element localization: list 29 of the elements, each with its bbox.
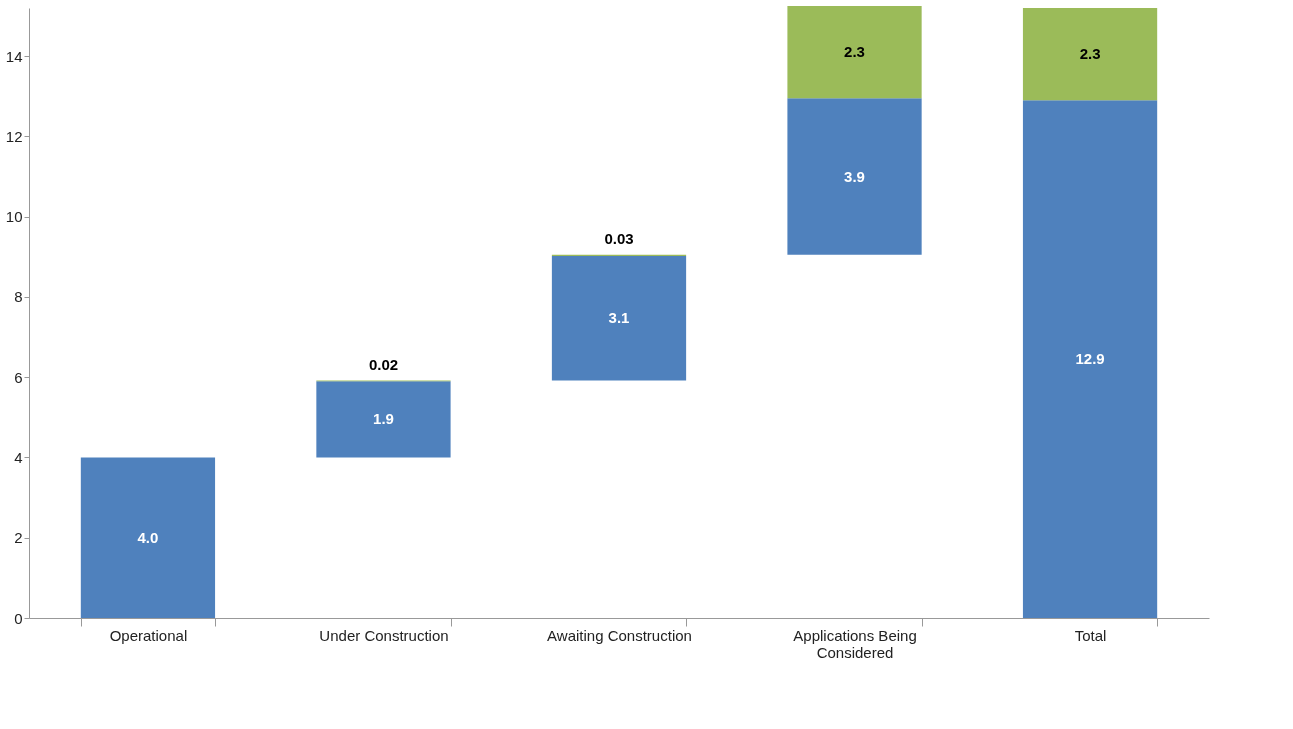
bar	[316, 381, 451, 458]
data-label: 1.9	[373, 410, 394, 428]
bar	[80, 457, 216, 618]
bar	[787, 5, 922, 99]
y-tick-label: 8	[14, 288, 23, 306]
y-tick-label: 4	[14, 448, 23, 466]
x-tick-label: Total	[1074, 626, 1107, 644]
bar	[787, 98, 922, 255]
bar	[1022, 8, 1158, 101]
y-tick-label: 14	[5, 47, 23, 65]
x-tick-label: Awaiting Construction	[547, 626, 692, 644]
data-label: 2.3	[1079, 45, 1101, 63]
x-tick-label: Under Construction	[319, 626, 449, 644]
data-label: 2.3	[844, 43, 865, 61]
data-label: 3.1	[608, 309, 630, 327]
data-label: 0.03	[604, 230, 634, 248]
data-label: 4.0	[137, 528, 159, 546]
bar	[1022, 100, 1158, 618]
x-tick-label: Operational	[109, 626, 188, 644]
data-label: 0.02	[368, 356, 399, 374]
y-tick-label: 12	[5, 127, 23, 145]
y-tick-label: 6	[14, 368, 23, 386]
y-tick-label: 0	[14, 609, 23, 627]
y-tick-label: 2	[14, 529, 23, 547]
bar	[551, 256, 687, 381]
data-label: 12.9	[1075, 350, 1105, 368]
x-tick-label: Applications Being Considered	[793, 626, 917, 661]
data-label: 3.9	[844, 167, 865, 185]
y-tick-label: 10	[5, 208, 23, 226]
